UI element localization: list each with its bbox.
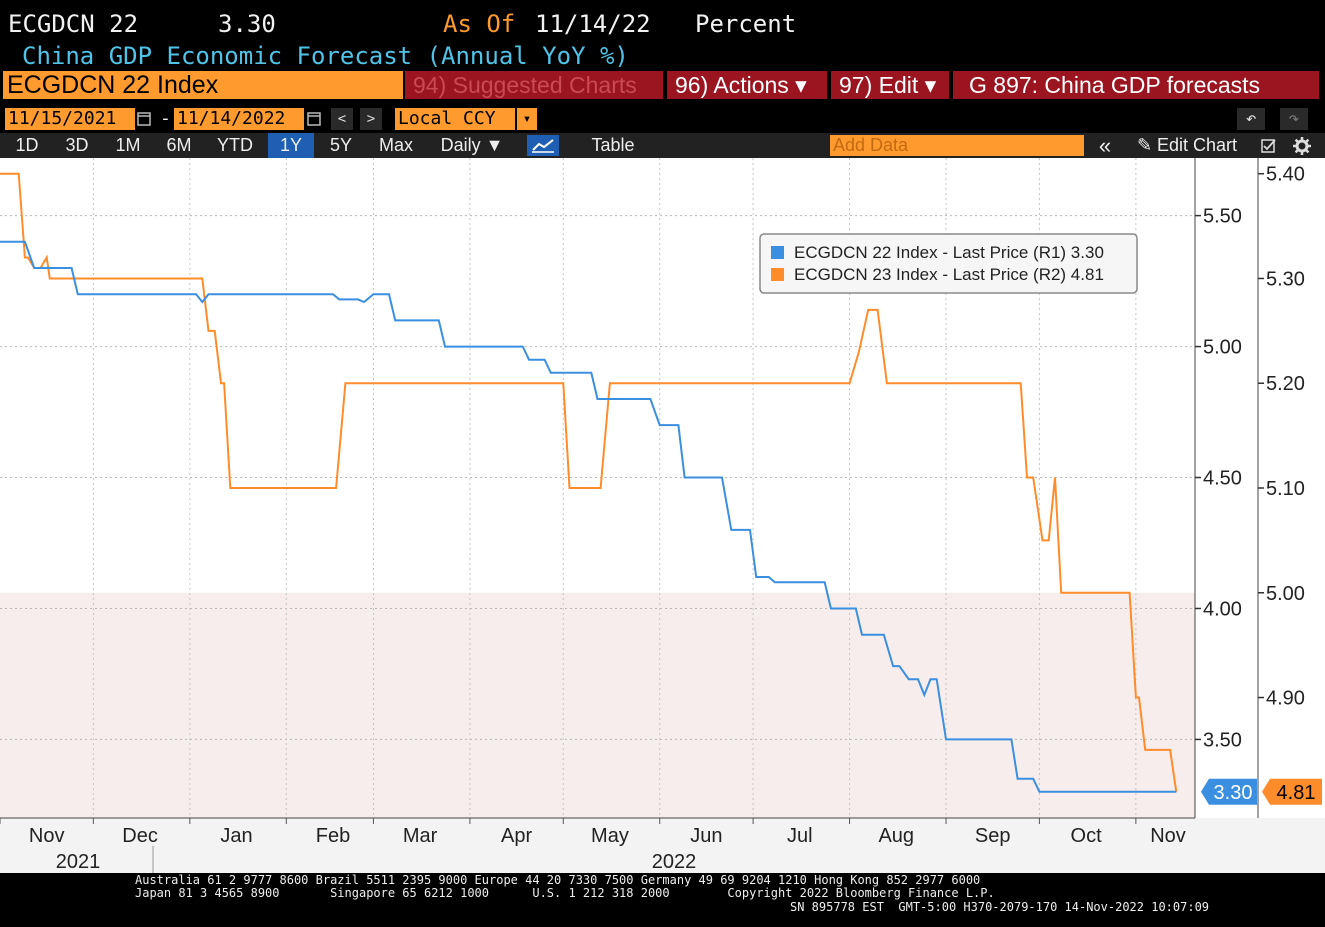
shaded-region — [0, 592, 1195, 818]
collapse-icon[interactable]: « — [1098, 133, 1112, 158]
page-title: G 897: China GDP forecasts — [953, 71, 1319, 99]
next-period-button[interactable]: > — [360, 108, 382, 130]
as-of-date: 11/14/22 — [535, 10, 651, 38]
chevron-down-icon[interactable]: ▾ — [517, 108, 537, 130]
description-label: China GDP Economic Forecast (Annual YoY … — [22, 42, 629, 70]
x-tick-label: Jan — [220, 825, 252, 847]
x-tick-label: Dec — [122, 825, 158, 847]
legend-box — [759, 233, 1138, 294]
y-tick-label-r2: 5.30 — [1266, 268, 1305, 290]
suggested-charts-button[interactable]: 94) Suggested Charts — [405, 71, 663, 99]
edit-chart-button[interactable]: ✎ Edit Chart — [1136, 135, 1238, 155]
last-value-tag-r1 — [1201, 778, 1257, 805]
date-dash: - — [160, 108, 171, 129]
legend-label: ECGDCN 22 Index - Last Price (R1) 3.30 — [794, 243, 1104, 262]
edit-menu-button[interactable]: 97) Edit ▾ — [831, 71, 949, 99]
x-tick-label: Sep — [975, 825, 1011, 847]
x-tick-label: Aug — [878, 825, 914, 847]
prev-period-button[interactable]: < — [331, 108, 353, 130]
line-chart: Nov Dec Jan Feb Mar Apr May Jun Jul Aug Sep Oct Nov 2… — [0, 158, 1325, 873]
year-label: 2022 — [652, 851, 697, 873]
period-select[interactable]: Daily ▼ — [440, 135, 504, 155]
y-tick-label-r1: 3.50 — [1203, 729, 1242, 751]
last-value-label-r2: 4.81 — [1277, 782, 1316, 804]
x-tick-label: Nov — [29, 825, 65, 847]
gear-icon[interactable] — [1292, 136, 1312, 156]
currency-select[interactable]: Local CCY — [395, 108, 515, 130]
last-value: 3.30 — [218, 10, 276, 38]
y-tick-label-r1: 4.50 — [1203, 468, 1242, 490]
y-tick-label-r2: 4.90 — [1266, 688, 1305, 710]
y-tick-label-r1: 5.00 — [1203, 337, 1242, 359]
footer-contacts-line: Japan 81 3 4565 8900 Singapore 65 6212 1… — [135, 886, 995, 900]
x-tick-label: Apr — [501, 825, 532, 847]
x-tick-label: Oct — [1071, 825, 1103, 847]
end-date-input[interactable]: 11/14/2022 — [174, 108, 304, 130]
add-data-input[interactable]: Add Data — [830, 135, 1084, 156]
unit-label: Percent — [695, 10, 797, 38]
start-date-input[interactable]: 11/15/2021 — [5, 108, 135, 130]
x-axis-band — [0, 818, 1325, 873]
y-tick-label-r2: 5.00 — [1266, 583, 1305, 605]
ticker-label: ECGDCN 22 — [8, 10, 139, 38]
x-tick-label: Feb — [316, 825, 350, 847]
actions-menu-button[interactable]: 96) Actions ▾ — [667, 71, 827, 99]
checkbox-icon[interactable] — [1260, 137, 1278, 155]
range-1d[interactable]: 1D — [15, 135, 39, 155]
last-value-tag-r2 — [1262, 778, 1322, 805]
range-ytd[interactable]: YTD — [217, 135, 253, 155]
range-3d[interactable]: 3D — [65, 135, 89, 155]
year-label: 2021 — [56, 851, 101, 873]
range-5y[interactable]: 5Y — [329, 135, 353, 155]
footer-contacts-line: Australia 61 2 9777 8600 Brazil 5511 239… — [135, 873, 981, 887]
chart-area: Nov Dec Jan Feb Mar Apr May Jun Jul Aug Sep Oct Nov 2… — [0, 158, 1325, 873]
y-tick-label-r2: 5.10 — [1266, 478, 1305, 500]
x-tick-label: May — [591, 825, 629, 847]
undo-icon[interactable]: ↶ — [1237, 108, 1265, 130]
x-tick-label: Mar — [403, 825, 438, 847]
legend-swatch — [771, 246, 784, 259]
x-tick-label: Jul — [787, 825, 813, 847]
table-button[interactable]: Table — [591, 135, 635, 155]
range-1y[interactable]: 1Y — [268, 133, 314, 158]
x-tick-label: Nov — [1150, 825, 1186, 847]
range-1m[interactable]: 1M — [115, 135, 141, 155]
range-toolbar — [0, 133, 1325, 158]
legend-label: ECGDCN 23 Index - Last Price (R2) 4.81 — [794, 265, 1104, 284]
series-ecgdcn22-line — [0, 240, 1177, 793]
footer-session-line: SN 895778 EST GMT-5:00 H370-2079-170 14-… — [790, 900, 1210, 914]
line-chart-icon[interactable] — [527, 135, 559, 156]
last-value-label-r1: 3.30 — [1214, 782, 1253, 804]
x-tick-label: Jun — [690, 825, 722, 847]
legend-swatch — [771, 268, 784, 281]
y-tick-label-r1: 5.50 — [1203, 206, 1242, 228]
security-header: ECGDCN 22 3.30 As Of 11/14/22 Percent — [0, 0, 1325, 42]
series-ecgdcn23-line — [0, 172, 1178, 792]
range-6m[interactable]: 6M — [166, 135, 192, 155]
y-tick-label-r2: 5.20 — [1266, 373, 1305, 395]
footer: Australia 61 2 9777 8600 Brazil 5511 239… — [0, 873, 1325, 927]
range-max[interactable]: Max — [378, 135, 413, 155]
as-of-label: As Of — [443, 10, 516, 38]
calendar-icon[interactable] — [307, 110, 321, 126]
y-tick-label-r2: 5.40 — [1266, 164, 1305, 186]
y-tick-label-r1: 4.00 — [1203, 598, 1242, 620]
calendar-icon[interactable] — [137, 110, 151, 126]
description-row: China GDP Economic Forecast (Annual YoY … — [0, 42, 1325, 70]
security-field[interactable]: ECGDCN 22 Index — [3, 71, 403, 99]
redo-icon[interactable]: ↷ — [1280, 108, 1308, 130]
